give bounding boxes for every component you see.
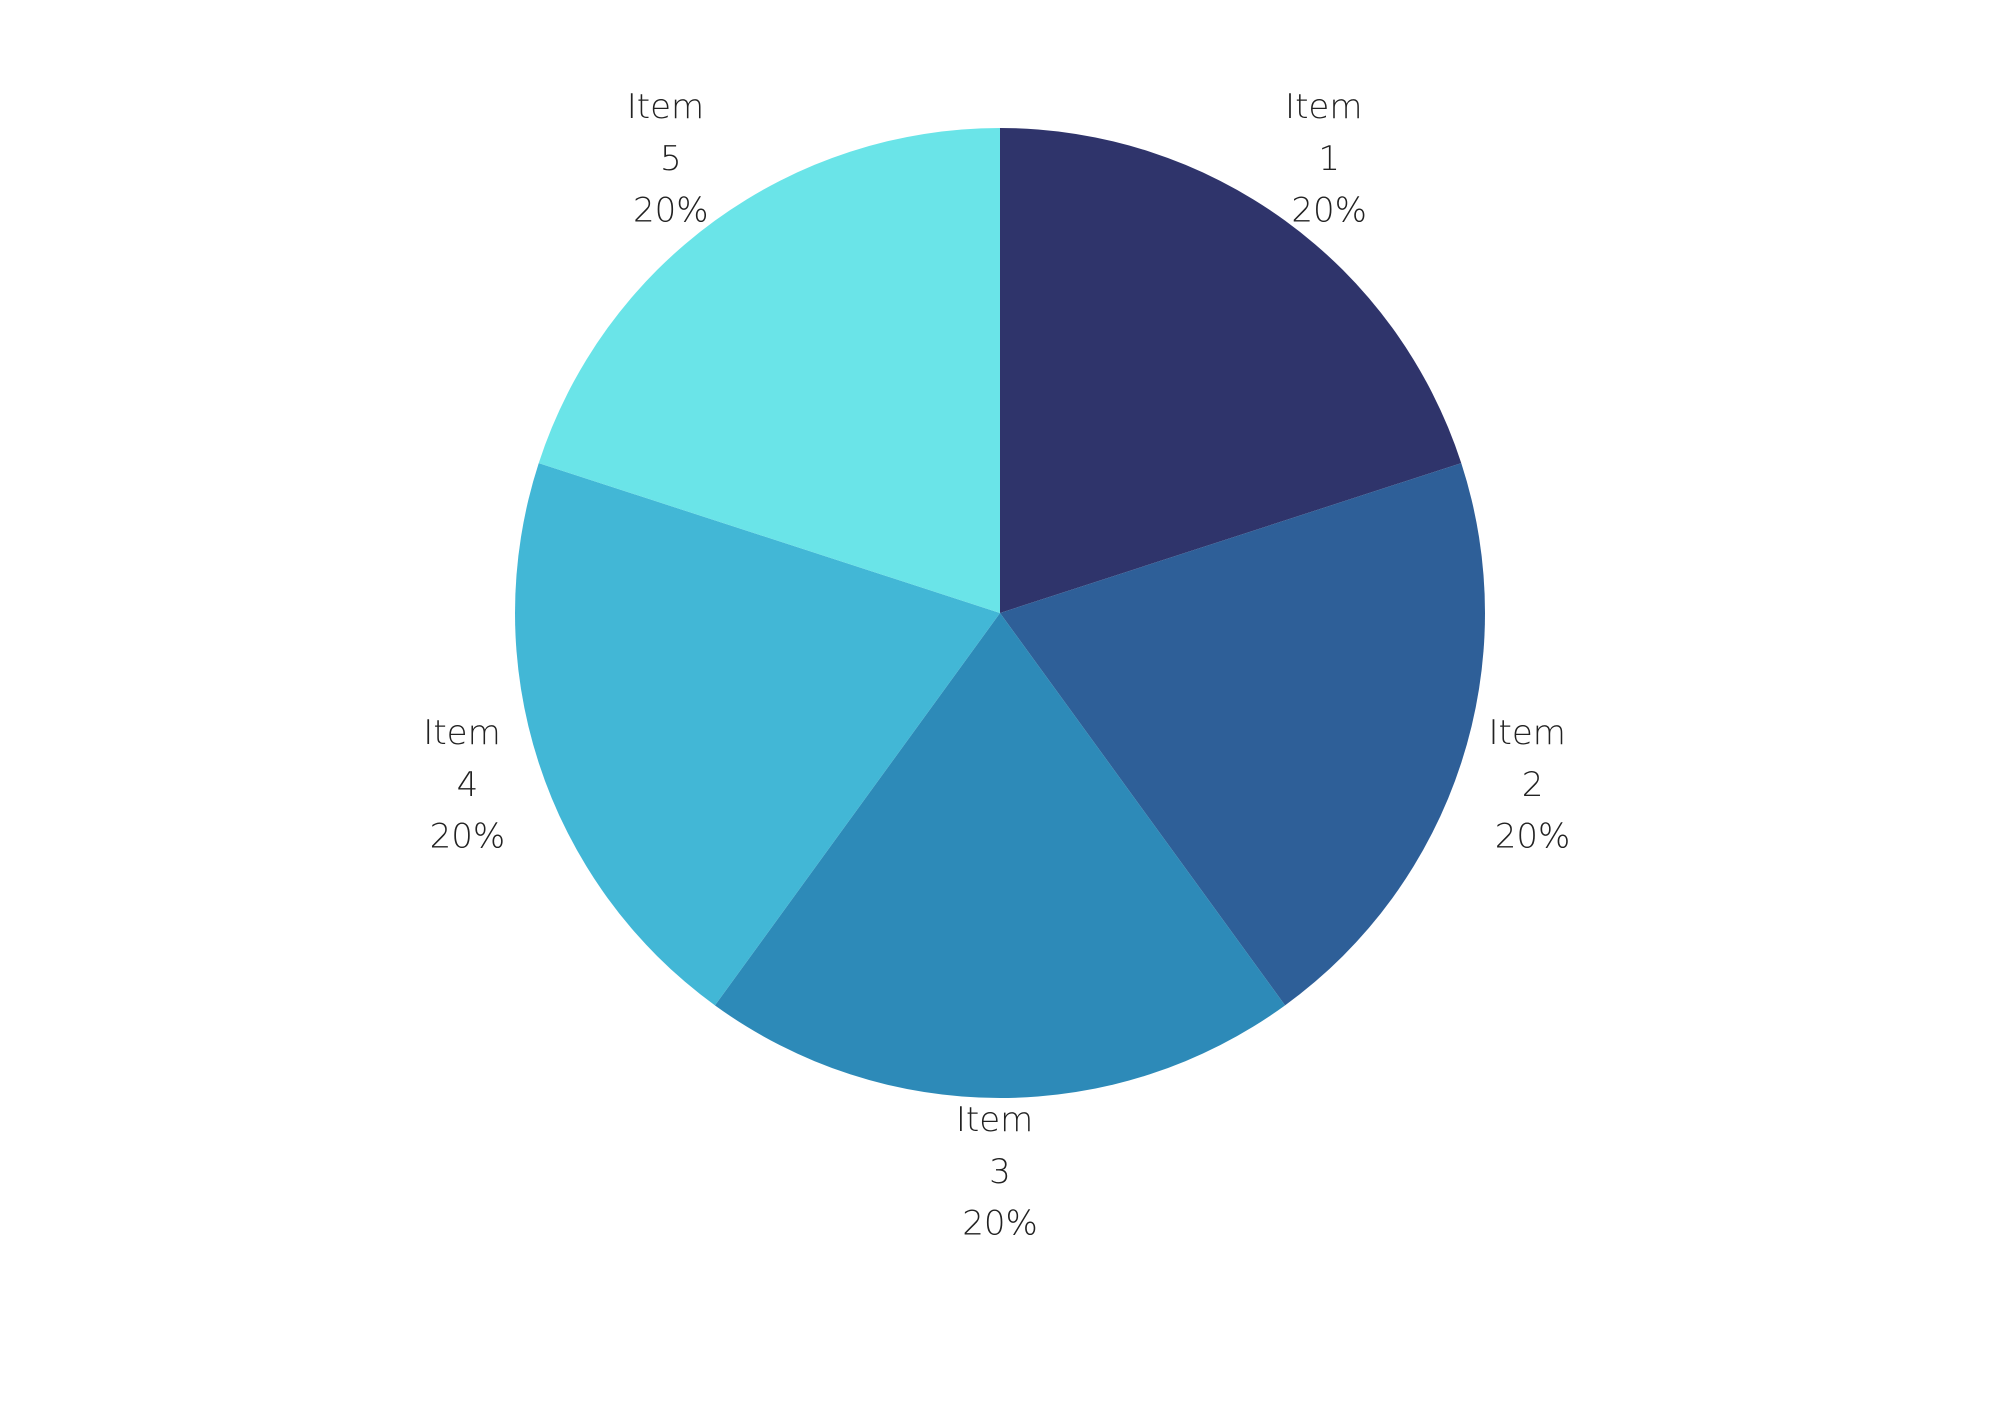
value-label: 20% xyxy=(1291,190,1367,230)
label-word: Item xyxy=(627,86,715,126)
label-word: 2 xyxy=(1522,765,1544,805)
label-word: 3 xyxy=(989,1152,1011,1192)
label-word: Item xyxy=(1488,713,1576,753)
value-label: 20% xyxy=(962,1204,1038,1244)
label-word: 1 xyxy=(1318,138,1340,178)
slice-label: Item 1 xyxy=(1285,86,1373,178)
slice-label: Item 2 xyxy=(1488,713,1576,805)
label-word: 5 xyxy=(660,138,682,178)
value-label: 20% xyxy=(633,190,709,230)
pie-slice xyxy=(1000,128,1462,613)
pie-slice xyxy=(1000,463,1485,1006)
pie-slice xyxy=(515,463,1000,1006)
pie-slice xyxy=(538,127,1000,614)
pie-slice xyxy=(714,613,1286,1098)
value-label: 20% xyxy=(1495,817,1571,857)
slice-label: Item 4 xyxy=(423,713,511,805)
label-word: 4 xyxy=(457,765,479,805)
label-word: Item xyxy=(1285,86,1373,126)
slice-label: Item 5 xyxy=(627,86,715,178)
label-word: Item xyxy=(423,713,511,753)
value-label: 20% xyxy=(430,817,506,857)
label-word: Item xyxy=(956,1100,1044,1140)
slice-label: Item 3 xyxy=(956,1100,1044,1192)
